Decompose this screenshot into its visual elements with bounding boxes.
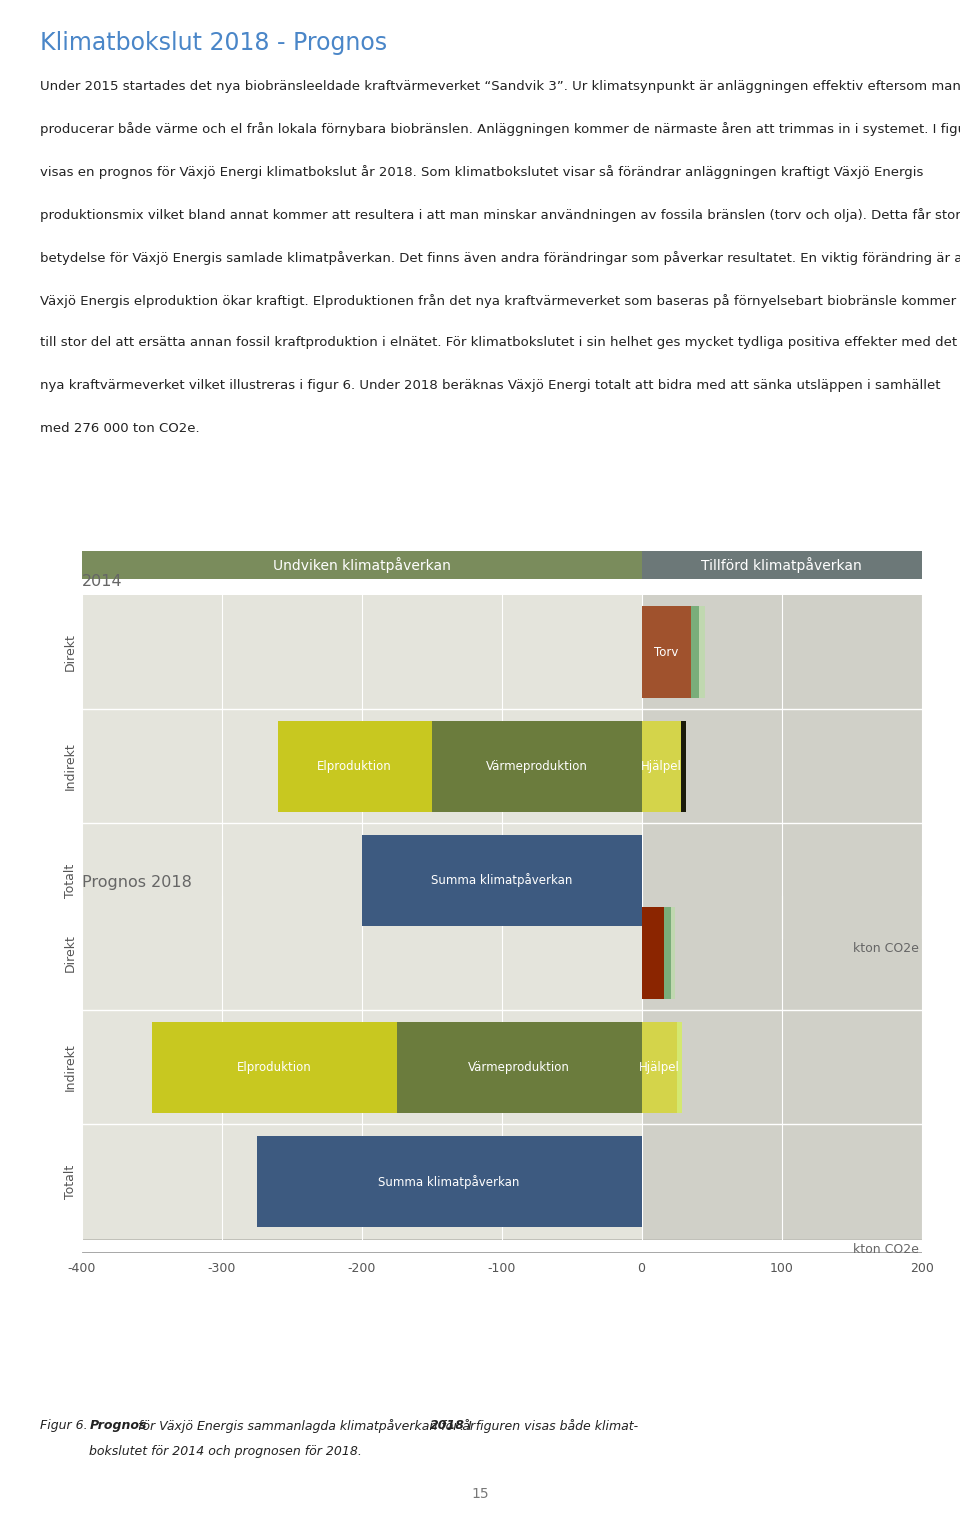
Text: -300: -300 [207,1261,236,1275]
Bar [641,824,922,937]
Text: producerar både värme och el från lokala förnybara biobränslen. Anläggningen kom: producerar både värme och el från lokala… [40,122,960,136]
Bar [362,835,641,927]
Bar [641,709,922,824]
Text: Växjö Energis elproduktion ökar kraftigt. Elproduktionen från det nya kraftvärme: Växjö Energis elproduktion ökar kraftigt… [40,294,956,307]
Text: 2014: 2014 [82,573,122,589]
Text: bokslutet för 2014 och prognosen för 2018.: bokslutet för 2014 och prognosen för 201… [89,1445,362,1459]
Text: kton CO2e: kton CO2e [852,942,919,954]
Text: för Växjö Energis sammanlagda klimatpåverkan för år: för Växjö Energis sammanlagda klimatpåve… [134,1419,480,1433]
Text: Elproduktion: Elproduktion [317,760,392,772]
Text: Undviken klimatpåverkan: Undviken klimatpåverkan [273,557,450,573]
Bar [699,607,705,697]
Text: med 276 000 ton CO2e.: med 276 000 ton CO2e. [40,422,200,436]
Bar [82,896,641,1011]
Text: Direkt: Direkt [64,934,77,972]
Bar [641,896,922,1011]
Text: kton CO2e: kton CO2e [852,1243,919,1255]
Text: Tillförd klimatpåverkan: Tillförd klimatpåverkan [701,557,862,573]
Text: produktionsmix vilket bland annat kommer att resultera i att man minskar användn: produktionsmix vilket bland annat kommer… [40,208,960,222]
Text: Värmeproduktion: Värmeproduktion [468,1061,570,1073]
Bar [396,1021,641,1113]
Bar [82,709,641,824]
Bar [432,720,641,812]
Text: visas en prognos för Växjö Energi klimatbokslut år 2018. Som klimatbokslutet vis: visas en prognos för Växjö Energi klimat… [40,165,924,179]
Text: -100: -100 [488,1261,516,1275]
Text: Prognos: Prognos [89,1419,147,1433]
Bar [256,1136,641,1228]
Text: 15: 15 [471,1488,489,1501]
Text: Elproduktion: Elproduktion [237,1061,311,1073]
Text: Hjälpel: Hjälpel [640,760,682,772]
Bar [641,1021,677,1113]
Text: Prognos 2018: Prognos 2018 [82,875,191,890]
Text: Totalt: Totalt [64,1165,77,1199]
Bar [641,1124,922,1238]
Bar [641,908,664,998]
Text: 0: 0 [637,1261,645,1275]
Text: Indirekt: Indirekt [64,743,77,790]
Text: Värmeproduktion: Värmeproduktion [486,760,588,772]
Text: -200: -200 [348,1261,375,1275]
Bar [677,1021,683,1113]
Bar [681,720,686,812]
Text: Totalt: Totalt [64,864,77,898]
Text: betydelse för Växjö Energis samlade klimatpåverkan. Det finns även andra förändr: betydelse för Växjö Energis samlade klim… [40,251,960,265]
Bar [277,720,432,812]
Text: 2018: 2018 [430,1419,465,1433]
Bar [152,1021,396,1113]
Bar [641,595,922,709]
Bar [641,550,922,579]
Text: 200: 200 [910,1261,933,1275]
Bar [82,1011,641,1124]
Text: Summa klimatpåverkan: Summa klimatpåverkan [378,1174,519,1188]
Text: Direkt: Direkt [64,633,77,671]
Text: Summa klimatpåverkan: Summa klimatpåverkan [431,873,572,887]
Bar [641,1011,922,1124]
Bar [690,607,699,697]
Bar [641,720,681,812]
Text: -400: -400 [67,1261,96,1275]
Text: nya kraftvärmeverket vilket illustreras i figur 6. Under 2018 beräknas Växjö Ene: nya kraftvärmeverket vilket illustreras … [40,379,941,393]
Text: Indirekt: Indirekt [64,1043,77,1092]
Bar [82,550,641,579]
Bar [664,908,671,998]
Bar [82,595,641,709]
Text: Torv: Torv [654,645,679,659]
Text: Under 2015 startades det nya biobränsleeldade kraftvärmeverket “Sandvik 3”. Ur k: Under 2015 startades det nya biobränslee… [40,80,960,93]
Bar [641,607,690,697]
Text: 100: 100 [770,1261,794,1275]
Text: till stor del att ersätta annan fossil kraftproduktion i elnätet. För klimatboks: till stor del att ersätta annan fossil k… [40,336,957,350]
Text: Figur 6.: Figur 6. [40,1419,88,1433]
Text: . I figuren visas både klimat-: . I figuren visas både klimat- [460,1419,638,1433]
Text: Klimatbokslut 2018 - Prognos: Klimatbokslut 2018 - Prognos [40,31,388,55]
Bar [671,908,675,998]
Text: Hjälpel: Hjälpel [638,1061,680,1073]
Bar [82,1124,641,1238]
Bar [82,824,641,937]
